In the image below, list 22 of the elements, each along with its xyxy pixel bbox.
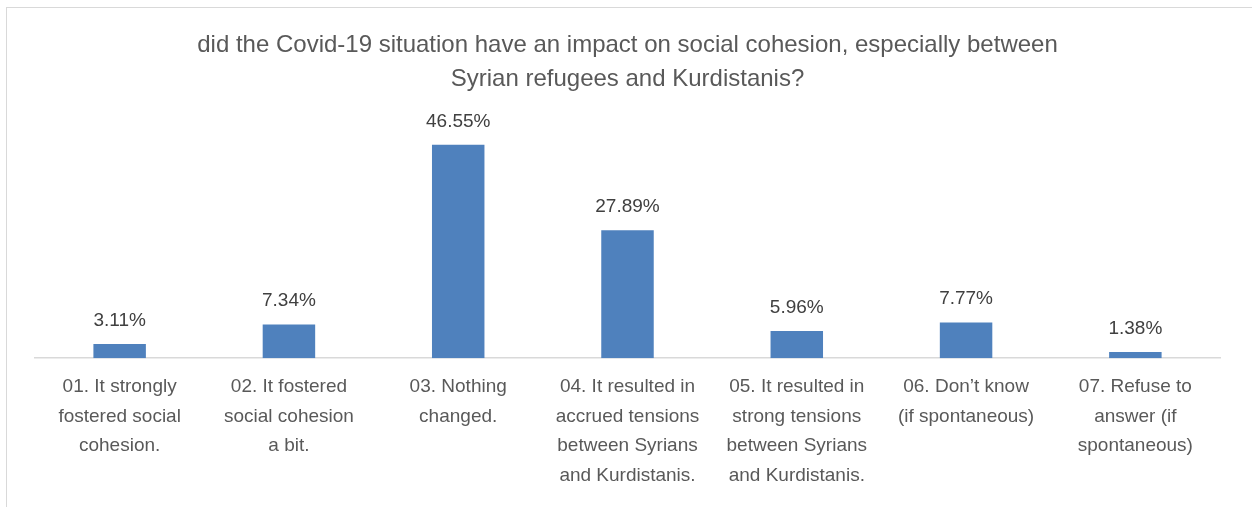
data-label: 27.89%: [595, 195, 660, 217]
data-label: 5.96%: [769, 295, 824, 317]
chart-title: did the Covid-19 situation have an impact on social cohesion, especially between Syrian refugees and Kurdistanis?: [197, 29, 1058, 91]
data-label: 7.34%: [261, 289, 316, 311]
x-tick-label: 04. It resulted in accrued tensions between Syrians and Kurdistanis.: [555, 375, 700, 485]
bar: [1109, 351, 1162, 359]
x-tick-label: 07. Refuse to answer (if spontaneous): [1077, 375, 1193, 456]
bar: [93, 343, 146, 359]
bar: [601, 230, 654, 359]
x-tick-label: 03. Nothing changed.: [409, 375, 507, 426]
bar: [939, 322, 993, 359]
data-label: 7.77%: [939, 287, 994, 309]
x-tick-label: 01. It strongly fostered social cohesion.: [58, 375, 181, 456]
bar: [770, 330, 824, 359]
x-tick-label: 05. It resulted in strong tensions between Syrians and Kurdistanis.: [726, 375, 868, 485]
data-label: 1.38%: [1108, 316, 1163, 338]
x-tick-label: 02. It fostered social cohesion a bit.: [223, 375, 354, 456]
data-label: 3.11%: [93, 308, 146, 330]
data-label: 46.55%: [425, 109, 491, 131]
x-tick-label: 06. Don’t know (if spontaneous): [897, 375, 1035, 426]
bar: [431, 144, 485, 359]
bar: [262, 324, 316, 359]
